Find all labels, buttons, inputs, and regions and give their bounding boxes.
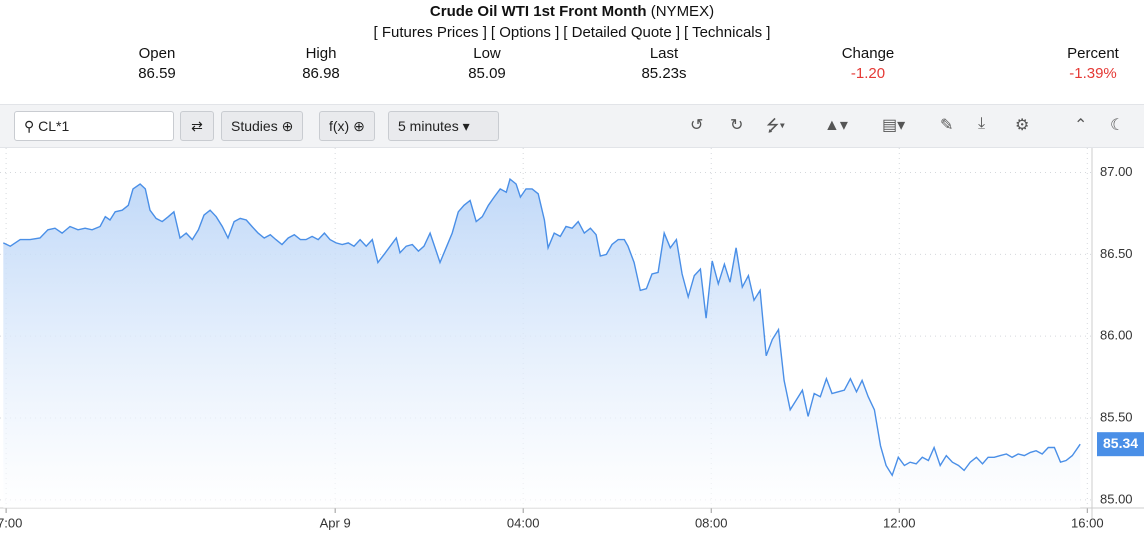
chart-type-icon[interactable]: ▲▾: [824, 117, 848, 134]
stat-value: 85.09: [468, 65, 506, 82]
stat-value: 86.59: [138, 65, 176, 82]
stat-value: -1.39%: [1069, 65, 1117, 82]
stat-label: Open: [138, 45, 176, 62]
y-tick-label: 85.00: [1100, 491, 1133, 506]
link[interactable]: [ Options ]: [490, 24, 560, 41]
redo-icon[interactable]: ↻: [730, 117, 744, 134]
area: [3, 179, 1081, 508]
title: Crude Oil WTI 1st Front Month (NYMEX): [0, 3, 1144, 20]
stat-label: Change: [841, 45, 895, 62]
link[interactable]: [ Futures Prices ]: [373, 24, 487, 41]
x-tick-label: 17:00: [0, 515, 22, 530]
undo-icon[interactable]: ↺: [690, 117, 704, 134]
y-tick-label: 87.00: [1100, 164, 1133, 179]
stat-value: -1.20: [850, 65, 886, 82]
settings-icon[interactable]: ⚙: [1015, 117, 1030, 134]
fx-label: f(x): [329, 118, 350, 134]
download-icon[interactable]: ⤓: [978, 115, 986, 132]
studies-label: Studies: [231, 118, 278, 134]
fx-button[interactable]: f(x) ⊕: [319, 111, 375, 141]
interval-select[interactable]: 5 minutes ▾: [388, 111, 499, 141]
quote-stat: Open 86.59: [97, 44, 217, 84]
collapse-icon[interactable]: ⌃: [1074, 117, 1088, 134]
chart: 85.00 85.50 86.00 86.50 87.00 17:00 Apr 9 04:00…: [0, 148, 1144, 530]
exchange: (NYMEX): [650, 3, 715, 20]
y-tick-label: 85.50: [1100, 409, 1133, 424]
link[interactable]: [ Detailed Quote ]: [563, 24, 681, 41]
theme-icon[interactable]: ☾: [1110, 117, 1125, 134]
x-tick-label: 08:00: [695, 515, 728, 530]
x-tick-label: Apr 9: [320, 515, 351, 530]
symbol-search[interactable]: ⚲ CL*1: [14, 111, 174, 141]
link[interactable]: [ Technicals ]: [684, 24, 771, 41]
links: [ Futures Prices ][ Options ][ Detailed …: [0, 24, 1144, 41]
toolbar: ⚲ CL*1 ⇄ Studies ⊕ f(x) ⊕ 5 minutes ▾ ↺ …: [0, 104, 1144, 148]
title-main: Crude Oil WTI 1st Front Month: [429, 3, 647, 20]
events-icon[interactable]: ⭍▾: [766, 118, 786, 135]
price-tag-label: 85.34: [1103, 435, 1138, 451]
quote-stat: Percent -1.39%: [1033, 44, 1144, 84]
y-tick-label: 86.50: [1100, 246, 1133, 261]
y-tick-label: 86.00: [1100, 328, 1133, 343]
x-tick-label: 04:00: [507, 515, 540, 530]
stat-label: Low: [473, 45, 501, 62]
symbol: CL*1: [38, 118, 70, 134]
x-tick-label: 16:00: [1071, 515, 1104, 530]
stat-value: 85.23s: [641, 65, 687, 82]
stat-label: High: [305, 45, 337, 62]
stat-label: Last: [649, 45, 679, 62]
quote-stat: Change -1.20: [808, 44, 928, 84]
stat-value: 86.98: [302, 65, 340, 82]
x-tick-label: 12:00: [883, 515, 916, 530]
quote-stat: High 86.98: [261, 44, 381, 84]
interval-label: 5 minutes: [398, 118, 459, 134]
stat-label: Percent: [1067, 45, 1119, 62]
compare-button[interactable]: ⇄: [180, 111, 214, 141]
layout-icon[interactable]: ▤▾: [882, 117, 906, 134]
studies-button[interactable]: Studies ⊕: [221, 111, 304, 141]
quote-stat: Last 85.23s: [604, 44, 724, 84]
line: [3, 177, 1081, 477]
price-tag: [1097, 432, 1144, 457]
draw-icon[interactable]: ✎: [940, 117, 954, 134]
quote-stat: Low 85.09: [427, 44, 547, 84]
